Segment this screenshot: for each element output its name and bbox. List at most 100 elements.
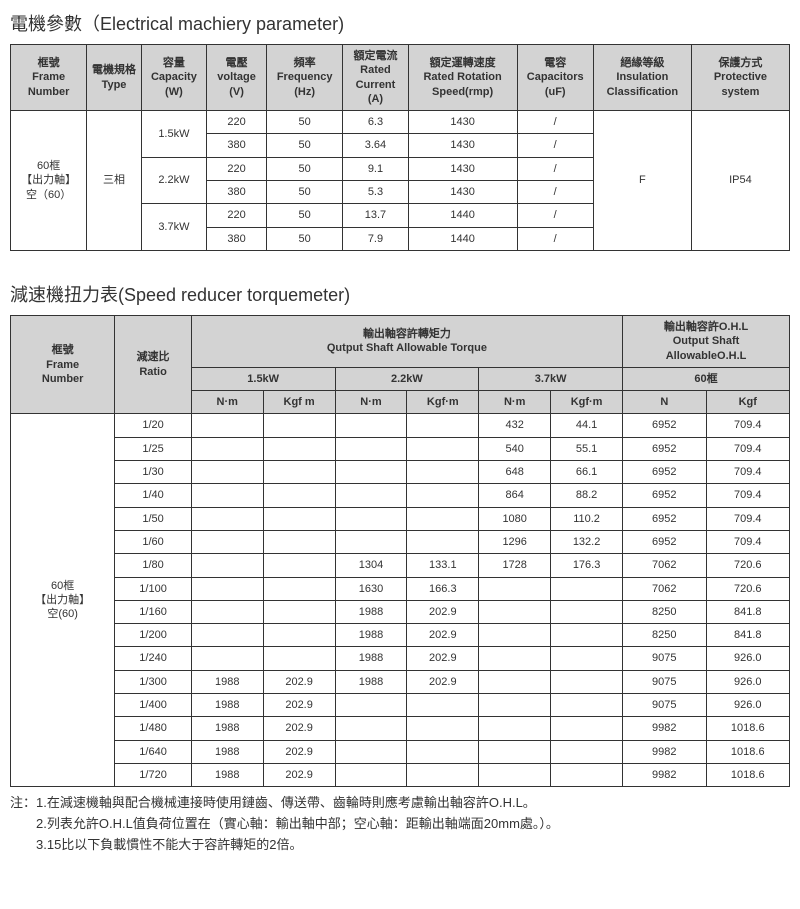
table-row: 1/501080110.26952709.4 <box>11 507 790 530</box>
data-cell: 1080 <box>479 507 551 530</box>
data-cell: 380 <box>207 227 267 250</box>
data-cell <box>407 484 479 507</box>
data-cell: 1/50 <box>115 507 192 530</box>
data-cell <box>263 414 335 437</box>
data-cell: 1/640 <box>115 740 192 763</box>
note-1: 注：1.在減速機軸與配合機械連接時使用鏈齒、傳送帶、齒輪時則應考慮輸出軸容許O.… <box>10 793 790 814</box>
th2-nm-15: N·m <box>191 391 263 414</box>
data-cell <box>335 694 407 717</box>
capacity-cell: 1.5kW <box>141 111 206 158</box>
th2-torque-header: 輸出軸容許轉矩力Qutput Shaft Allowable Torque <box>191 315 622 367</box>
table-row: 1/801304133.11728176.37062720.6 <box>11 554 790 577</box>
data-cell: 1018.6 <box>706 763 789 786</box>
th-rated-current: 額定電流Rated Current(A) <box>343 45 408 111</box>
th2-15kw: 1.5kW <box>191 367 335 390</box>
data-cell: / <box>517 111 593 134</box>
data-cell: 9982 <box>623 740 706 763</box>
table-row: 1/601296132.26952709.4 <box>11 530 790 553</box>
footnotes: 注：1.在減速機軸與配合機械連接時使用鏈齒、傳送帶、齒輪時則應考慮輸出軸容許O.… <box>10 793 790 855</box>
data-cell: 5.3 <box>343 181 408 204</box>
data-cell: 1/200 <box>115 624 192 647</box>
data-cell: 220 <box>207 157 267 180</box>
data-cell: 1988 <box>335 670 407 693</box>
data-cell: 1630 <box>335 577 407 600</box>
data-cell: 110.2 <box>551 507 623 530</box>
data-cell: 202.9 <box>263 694 335 717</box>
data-cell: 432 <box>479 414 551 437</box>
data-cell: 220 <box>207 111 267 134</box>
frame-cell: 60框【出力軸】空(60) <box>11 414 115 787</box>
table-row: 1/3064866.16952709.4 <box>11 461 790 484</box>
data-cell: / <box>517 157 593 180</box>
data-cell <box>191 554 263 577</box>
data-cell: 6952 <box>623 437 706 460</box>
data-cell: 7062 <box>623 554 706 577</box>
data-cell: / <box>517 227 593 250</box>
data-cell <box>191 484 263 507</box>
frame-cell: 60框【出力軸】空（60） <box>11 111 87 251</box>
table-row: 1/2001988202.98250841.8 <box>11 624 790 647</box>
data-cell: 709.4 <box>706 414 789 437</box>
data-cell: 202.9 <box>263 717 335 740</box>
note-3: 3.15比以下負載慣性不能大于容許轉矩的2倍。 <box>10 835 790 856</box>
data-cell <box>191 437 263 460</box>
table-row: 1/7201988202.999821018.6 <box>11 763 790 786</box>
data-cell <box>479 694 551 717</box>
data-cell: 864 <box>479 484 551 507</box>
data-cell: 1018.6 <box>706 717 789 740</box>
data-cell: 1/80 <box>115 554 192 577</box>
data-cell <box>551 624 623 647</box>
data-cell <box>191 577 263 600</box>
th-frequency: 頻率Frequency(Hz) <box>267 45 343 111</box>
table-row: 60框【出力軸】空(60)1/2043244.16952709.4 <box>11 414 790 437</box>
th-voltage: 電壓voltage(V) <box>207 45 267 111</box>
data-cell: 202.9 <box>407 647 479 670</box>
data-cell: 8250 <box>623 624 706 647</box>
th2-nm-22: N·m <box>335 391 407 414</box>
data-cell <box>263 484 335 507</box>
data-cell <box>407 530 479 553</box>
data-cell: 88.2 <box>551 484 623 507</box>
data-cell <box>191 507 263 530</box>
data-cell <box>263 507 335 530</box>
data-cell <box>335 763 407 786</box>
data-cell <box>263 647 335 670</box>
data-cell: 6.3 <box>343 111 408 134</box>
data-cell <box>407 414 479 437</box>
data-cell: 380 <box>207 134 267 157</box>
data-cell: 1/160 <box>115 600 192 623</box>
data-cell: 648 <box>479 461 551 484</box>
data-cell <box>263 461 335 484</box>
data-cell <box>335 414 407 437</box>
data-cell <box>551 740 623 763</box>
table2-title: 減速機扭力表(Speed reducer torquemeter) <box>10 281 790 307</box>
data-cell: 202.9 <box>407 670 479 693</box>
data-cell <box>335 530 407 553</box>
data-cell: 9075 <box>623 670 706 693</box>
th2-kgfm-37: Kgf·m <box>551 391 623 414</box>
data-cell: 133.1 <box>407 554 479 577</box>
th-protective: 保護方式Protective system <box>691 45 789 111</box>
data-cell <box>551 577 623 600</box>
data-cell: 6952 <box>623 484 706 507</box>
data-cell: 720.6 <box>706 554 789 577</box>
data-cell: 1988 <box>335 600 407 623</box>
data-cell: 709.4 <box>706 507 789 530</box>
table-row: 1/6401988202.999821018.6 <box>11 740 790 763</box>
data-cell <box>407 461 479 484</box>
table-row: 1/2401988202.99075926.0 <box>11 647 790 670</box>
data-cell: 13.7 <box>343 204 408 227</box>
data-cell <box>479 717 551 740</box>
data-cell: 1/720 <box>115 763 192 786</box>
th2-ohl-header: 輸出軸容許O.H.LOutput ShaftAllowableO.H.L <box>623 315 790 367</box>
data-cell: 1/30 <box>115 461 192 484</box>
data-cell: 841.8 <box>706 600 789 623</box>
data-cell: 9982 <box>623 763 706 786</box>
data-cell: 1/20 <box>115 414 192 437</box>
data-cell: 202.9 <box>263 740 335 763</box>
th2-kgfm-15: Kgf m <box>263 391 335 414</box>
data-cell <box>407 763 479 786</box>
data-cell <box>335 437 407 460</box>
data-cell: / <box>517 181 593 204</box>
data-cell <box>407 740 479 763</box>
